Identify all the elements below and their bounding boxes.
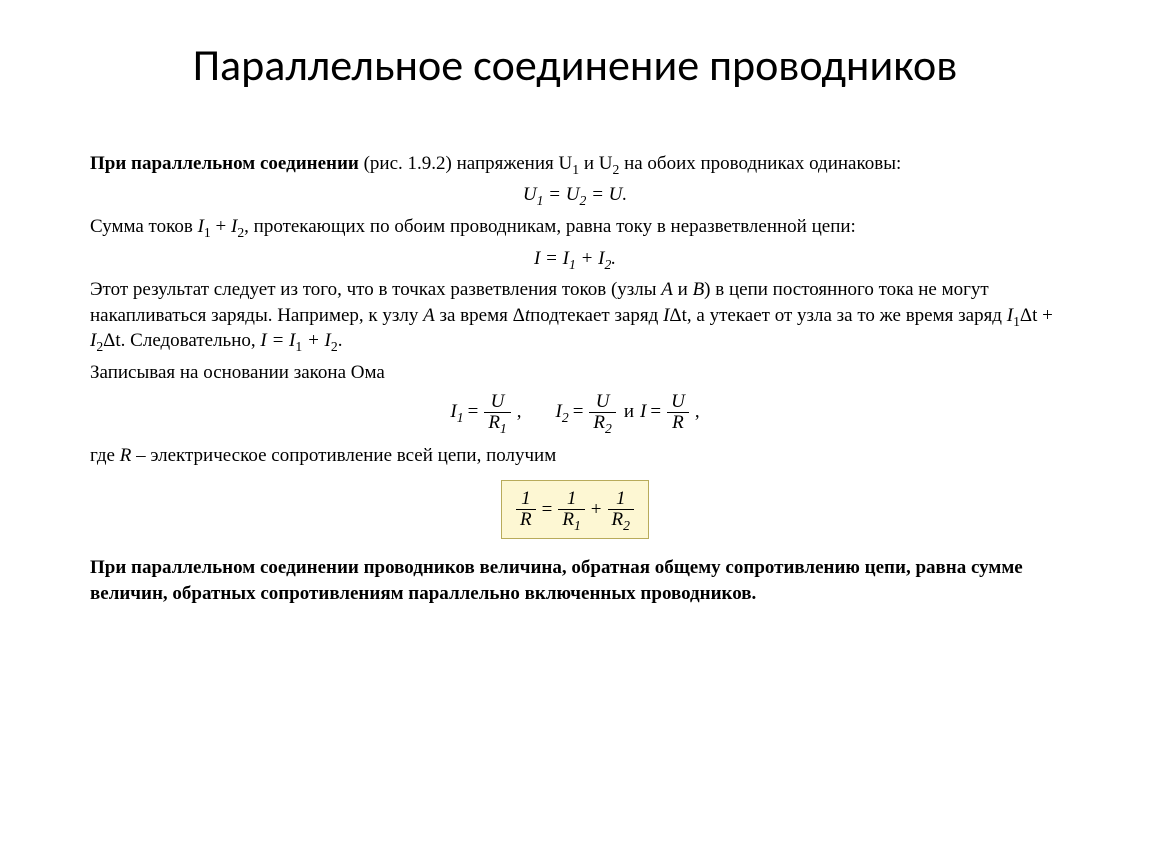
slide-body: При параллельном соединении (рис. 1.9.2)…	[90, 151, 1060, 607]
fraction: 1 R2	[606, 489, 636, 530]
num: U	[589, 392, 615, 412]
para-where-r: где R – электрическое сопротивление всей…	[90, 443, 1060, 469]
fraction: U R	[665, 392, 691, 433]
para-voltage-intro: При параллельном соединении (рис. 1.9.2)…	[90, 151, 1060, 177]
t: за время Δ	[435, 305, 525, 326]
t: =	[542, 497, 553, 523]
den: R2	[589, 412, 615, 433]
slide-title: Параллельное соединение проводников	[90, 40, 1060, 91]
equation-voltage: U1 = U2 = U.	[90, 182, 1060, 208]
den: R	[516, 509, 536, 530]
boxed-equation: 1 R = 1 R1 + 1 R2	[501, 480, 649, 539]
sub: 1	[574, 518, 581, 533]
t: на обоих проводниках одинаковы:	[619, 153, 901, 174]
sub: 1	[204, 225, 211, 240]
t: + I	[302, 330, 331, 351]
t: =	[650, 399, 661, 425]
t: +	[211, 216, 231, 237]
t: .	[611, 248, 616, 269]
t: R	[562, 509, 574, 530]
num: U	[667, 392, 689, 412]
slide: Параллельное соединение проводников При …	[0, 0, 1150, 864]
equation-ohm-fractions: I1 = U R1 , I2 = U R2 и I	[90, 392, 1060, 433]
t: =	[543, 184, 565, 205]
t: I = I	[260, 330, 295, 351]
t: B	[693, 279, 705, 300]
sub: 1	[457, 410, 464, 425]
para-explanation: Этот результат следует из того, что в то…	[90, 277, 1060, 354]
para-conclusion: При параллельном соединении проводников …	[90, 555, 1060, 606]
t: и	[624, 399, 634, 425]
t: + I	[576, 248, 605, 269]
sub: 1	[500, 420, 507, 435]
t: R	[593, 412, 605, 433]
t: ,	[517, 399, 522, 425]
t: .	[338, 330, 343, 351]
t: +	[591, 497, 602, 523]
para-ohm-intro: Записывая на основании закона Ома	[90, 360, 1060, 386]
sub: 1	[1013, 314, 1020, 329]
t: +	[1037, 305, 1052, 326]
t: , протекающих по обоим проводникам, равн…	[244, 216, 856, 237]
t: где	[90, 445, 120, 466]
t: R	[488, 412, 500, 433]
t: . Следовательно,	[121, 330, 261, 351]
para-current-sum: Сумма токов I1 + I2, протекающих по обои…	[90, 214, 1060, 240]
t: I	[640, 399, 646, 425]
t: U	[523, 184, 537, 205]
equation-current: I = I1 + I2.	[90, 246, 1060, 272]
num: U	[484, 392, 510, 412]
t: =	[586, 184, 608, 205]
boxed-equation-wrap: 1 R = 1 R1 + 1 R2	[90, 474, 1060, 545]
t: I = I	[534, 248, 569, 269]
den: R2	[608, 509, 634, 530]
sub: 2	[331, 339, 338, 354]
t: Этот результат следует из того, что в то…	[90, 279, 661, 300]
t: (рис. 1.9.2) напряжения U	[359, 153, 572, 174]
num: 1	[516, 489, 536, 509]
t: Δt	[669, 305, 687, 326]
t: U	[566, 184, 580, 205]
t: и U	[579, 153, 612, 174]
t: R	[612, 509, 624, 530]
sub: 1	[569, 256, 576, 271]
t: и	[673, 279, 693, 300]
fraction: 1 R	[514, 489, 538, 530]
sub: 2	[562, 410, 569, 425]
t: A	[423, 305, 435, 326]
num: 1	[608, 489, 634, 509]
t: A	[661, 279, 673, 300]
den: R1	[484, 412, 510, 433]
t: , а утекает от узла за то же время заряд	[687, 305, 1007, 326]
t: U.	[609, 184, 627, 205]
fraction: U R2	[587, 392, 617, 433]
t: – электрическое сопротивление всей цепи,…	[131, 445, 556, 466]
t: =	[468, 399, 479, 425]
den: R1	[558, 509, 584, 530]
fraction: 1 R1	[556, 489, 586, 530]
t: ,	[695, 399, 700, 425]
t: подтекает заряд	[530, 305, 663, 326]
t: Δt	[1020, 305, 1038, 326]
lead-bold: При параллельном соединении	[90, 153, 359, 174]
fraction: U R1	[482, 392, 512, 433]
sub: 2	[623, 518, 630, 533]
t: R	[120, 445, 132, 466]
t: Δt	[103, 330, 121, 351]
sub: 2	[605, 420, 612, 435]
den: R	[667, 412, 689, 433]
t: Сумма токов	[90, 216, 198, 237]
t: =	[573, 399, 584, 425]
num: 1	[558, 489, 584, 509]
